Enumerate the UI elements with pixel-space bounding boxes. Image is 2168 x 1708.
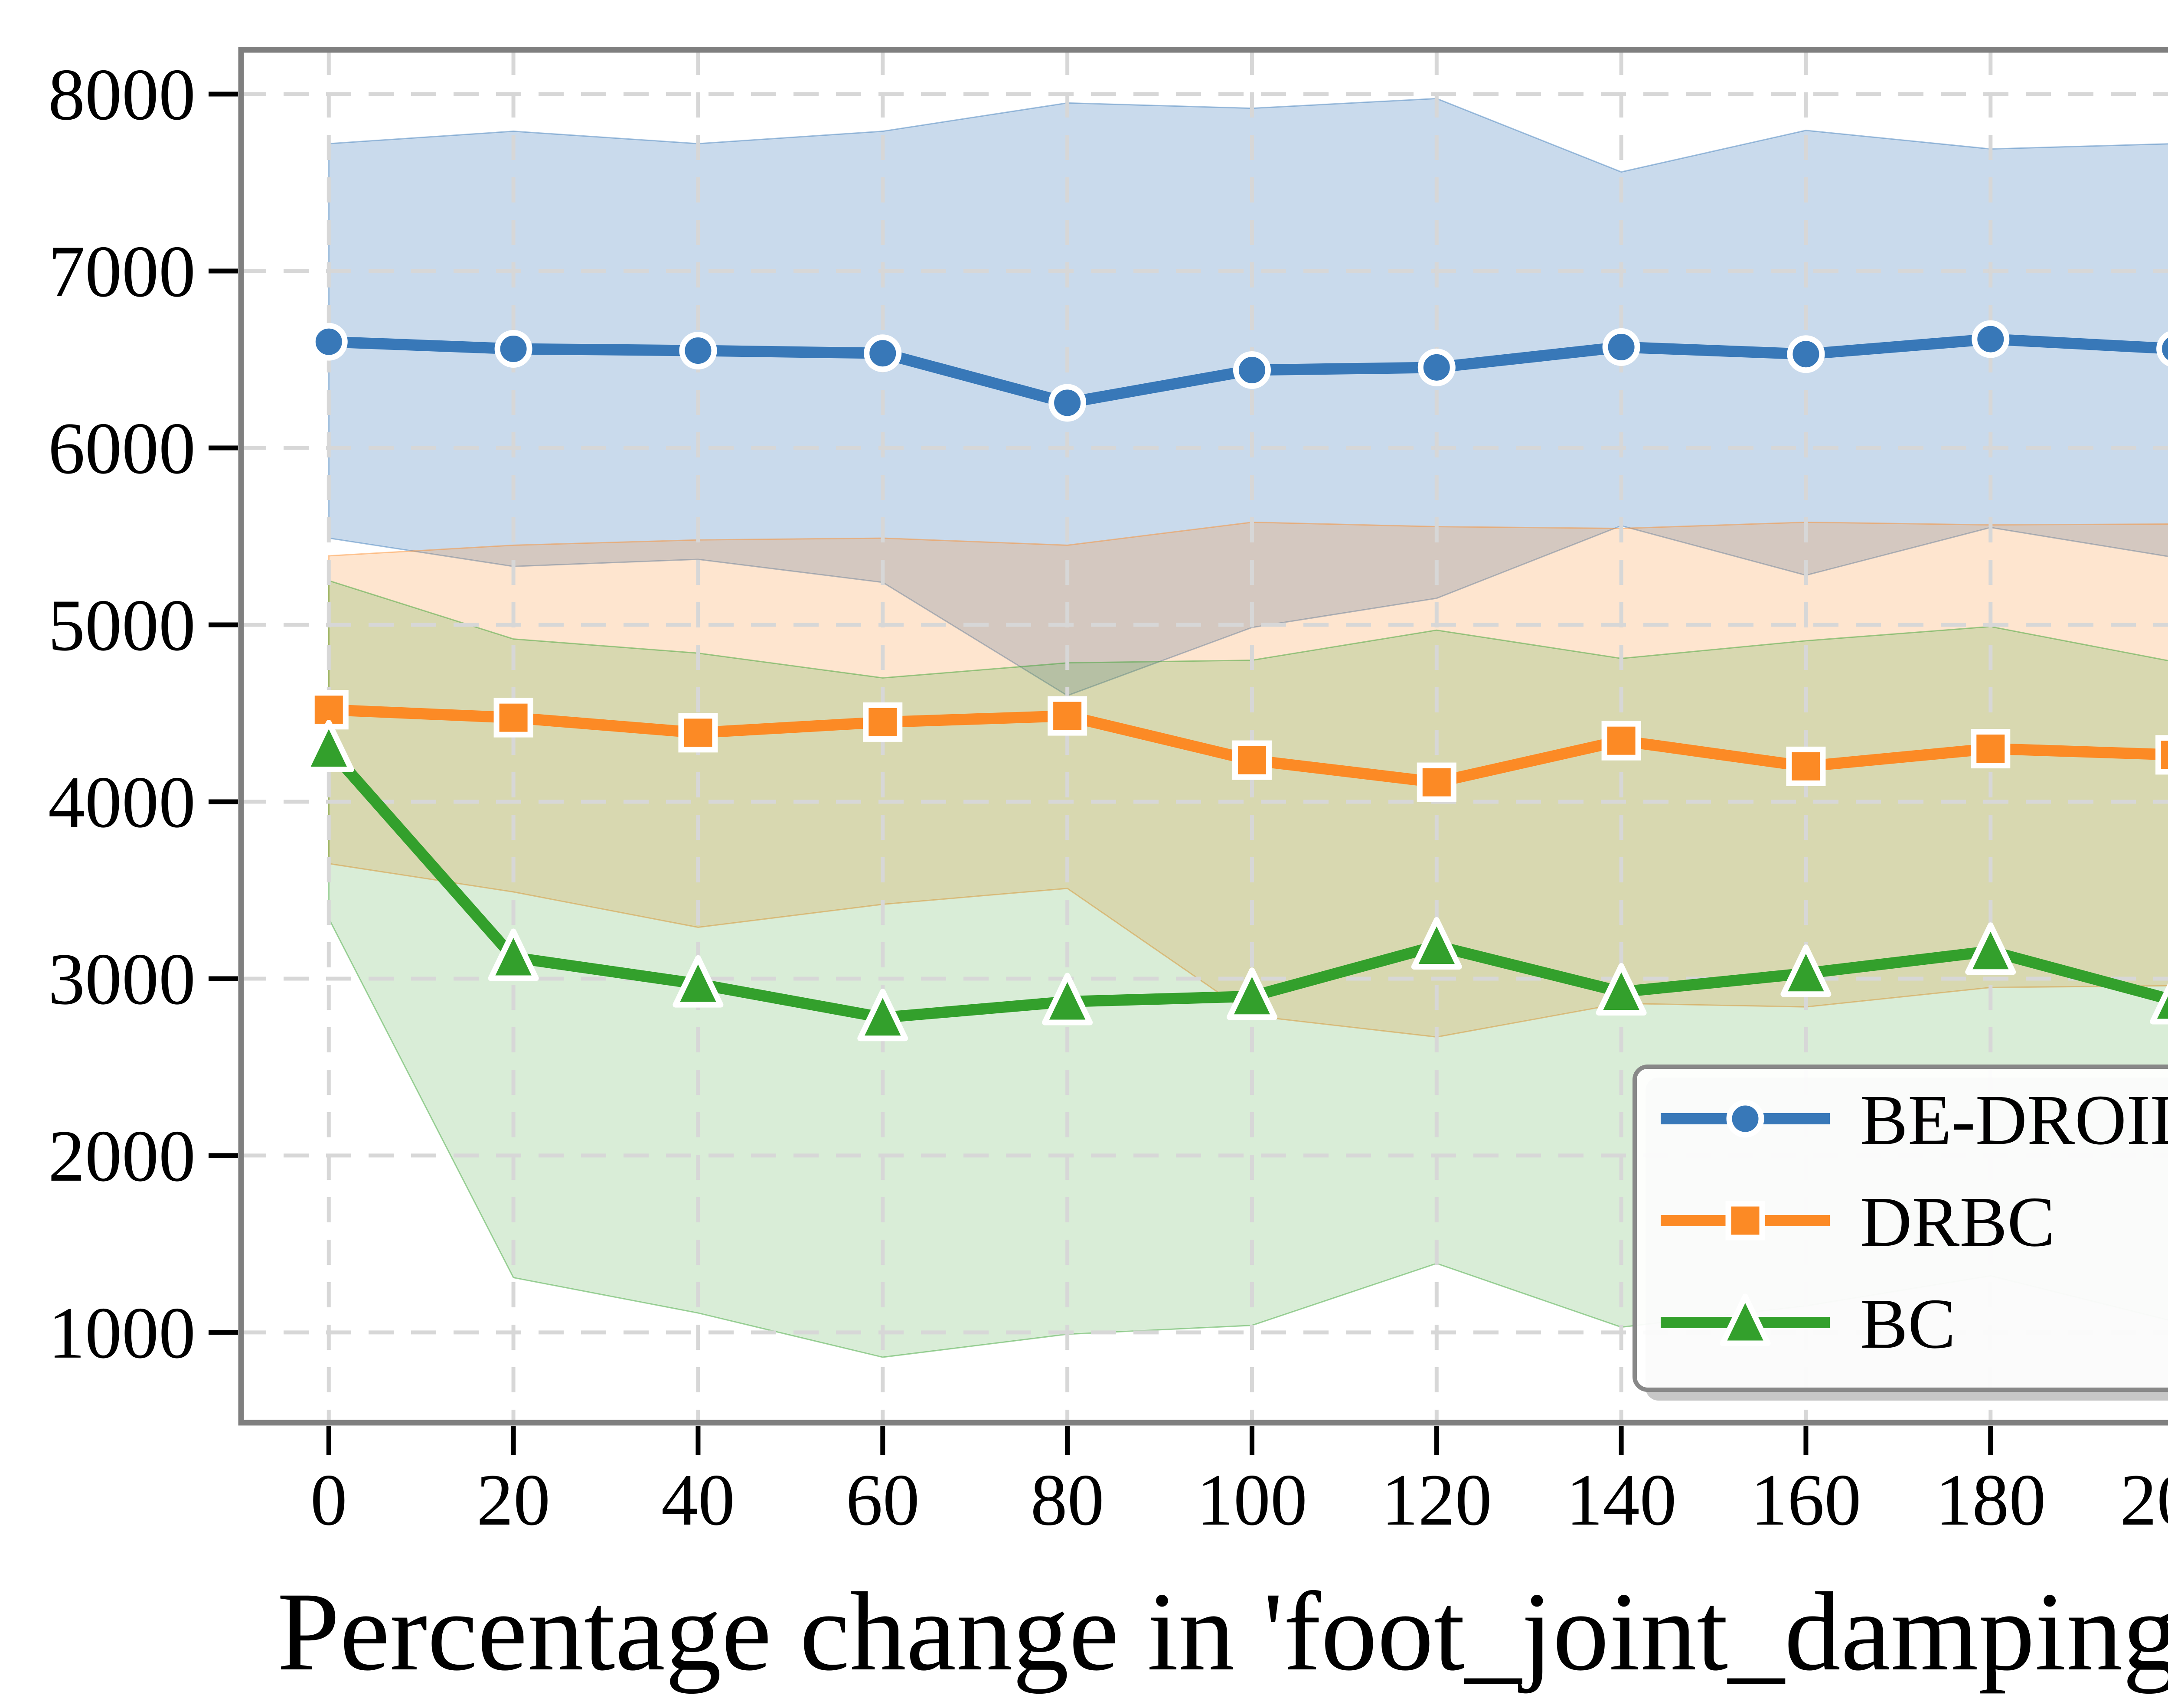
legend-label: BC	[1860, 1284, 1956, 1363]
series-be-droil	[310, 320, 2168, 422]
x-tick-label: 20	[477, 1459, 550, 1541]
marker-be-droil-x60	[864, 334, 902, 372]
marker-drbc-x140	[1601, 721, 1641, 761]
legend-label: DRBC	[1860, 1182, 2055, 1261]
marker-drbc-x160	[1786, 746, 1826, 786]
x-tick-label: 60	[846, 1459, 920, 1541]
marker-drbc-x60	[863, 702, 903, 742]
marker-bc-x0	[303, 720, 354, 773]
x-tick-label: 80	[1031, 1459, 1104, 1541]
y-tick-label: 2000	[48, 1115, 196, 1197]
x-tick-label: 180	[1935, 1459, 2046, 1541]
marker-be-droil-x0	[310, 323, 348, 361]
marker-drbc-x80	[1048, 696, 1087, 736]
marker-be-droil-x80	[1048, 384, 1087, 422]
y-tick-label: 5000	[48, 585, 196, 666]
y-tick-label: 4000	[48, 761, 196, 843]
x-tick-label: 0	[310, 1459, 347, 1541]
marker-bc-x20	[488, 928, 539, 981]
marker-drbc-x20	[493, 698, 533, 738]
y-tick-label: 8000	[48, 54, 196, 135]
series-drbc	[309, 690, 2168, 802]
x-tick-label: 100	[1197, 1459, 1307, 1541]
confidence-band-be-droil	[328, 98, 2168, 696]
x-tick-label: 120	[1381, 1459, 1492, 1541]
marker-be-droil-x40	[679, 332, 717, 370]
marker-be-droil-x180	[1972, 320, 2010, 358]
legend-box	[1633, 1065, 2168, 1392]
marker-drbc-x40	[678, 713, 718, 753]
legend-marker-drbc	[1725, 1201, 1765, 1241]
marker-drbc-x100	[1232, 740, 1272, 780]
x-tick-label: 160	[1750, 1459, 1861, 1541]
marker-bc-x180	[1965, 922, 2016, 975]
legend-item-drbc: DRBC	[1661, 1182, 2055, 1261]
y-tick-label: 3000	[48, 938, 196, 1020]
legend-marker-be-droil	[1726, 1100, 1764, 1138]
x-tick-label: 140	[1566, 1459, 1677, 1541]
x-axis-label: Percentage change in 'foot_joint_damping…	[277, 1569, 2168, 1694]
axes-spines	[238, 47, 2168, 1426]
marker-bc-x100	[1226, 967, 1277, 1020]
marker-bc-x80	[1042, 973, 1093, 1025]
marker-drbc-x120	[1417, 762, 1456, 802]
legend-item-bc: BC	[1661, 1284, 1956, 1363]
x-tick-label: 200	[2120, 1459, 2168, 1541]
legend-label: BE-DROIL	[1860, 1080, 2168, 1159]
marker-bc-x40	[673, 955, 724, 1008]
legend-item-be-droil: BE-DROIL	[1661, 1080, 2168, 1159]
marker-bc-x140	[1596, 963, 1647, 1016]
marker-bc-x160	[1780, 944, 1832, 997]
marker-be-droil-x120	[1417, 348, 1456, 386]
x-tick-label: 40	[661, 1459, 735, 1541]
marker-be-droil-x100	[1233, 351, 1271, 389]
marker-be-droil-x140	[1602, 328, 1640, 366]
marker-bc-x200	[2150, 983, 2168, 1025]
marker-bc-x60	[857, 989, 908, 1042]
marker-drbc-x180	[1971, 729, 2011, 769]
marker-bc-x120	[1411, 917, 1462, 970]
y-tick-label: 1000	[48, 1292, 196, 1374]
legend: BE-DROIL DRBC BC	[1633, 1065, 2168, 1401]
y-tick-label: 6000	[48, 408, 196, 489]
series-bc	[303, 720, 2168, 1042]
marker-be-droil-x20	[494, 330, 532, 368]
y-tick-label: 7000	[48, 231, 196, 312]
legend-marker-bc	[1720, 1293, 1771, 1346]
marker-drbc-x200	[2155, 735, 2168, 775]
marker-be-droil-x200	[2156, 331, 2168, 366]
marker-be-droil-x160	[1787, 335, 1825, 373]
